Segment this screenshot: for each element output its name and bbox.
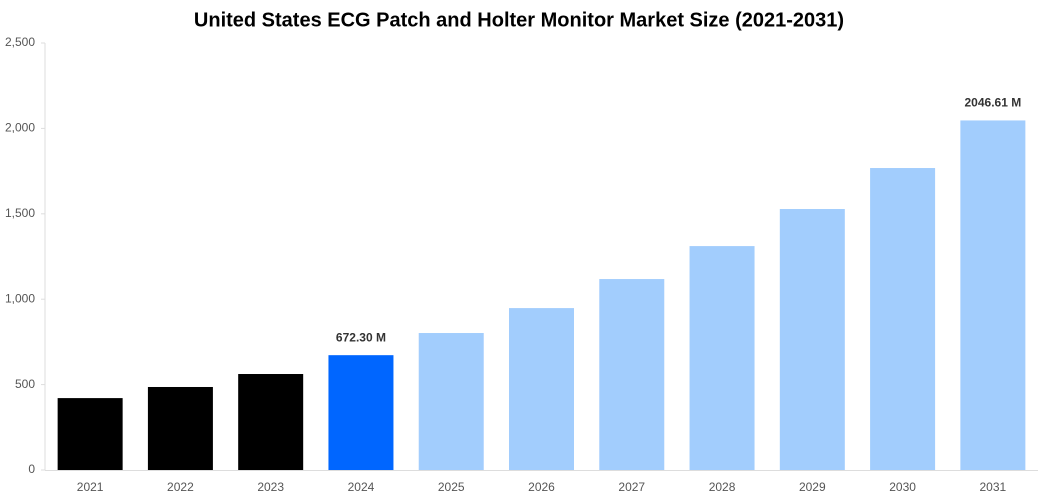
x-tick-label: 2023 — [257, 480, 284, 494]
bar — [779, 209, 845, 471]
x-tick-label: 2026 — [528, 480, 555, 494]
x-tick-label: 2027 — [618, 480, 645, 494]
bar — [960, 120, 1026, 470]
y-tick-label: 0 — [28, 462, 35, 476]
bar — [418, 333, 484, 470]
x-tick-label: 2022 — [167, 480, 194, 494]
x-tick-label: 2025 — [438, 480, 465, 494]
x-tick-label: 2028 — [709, 480, 736, 494]
bar — [328, 355, 394, 470]
bar — [147, 386, 213, 470]
bar — [238, 374, 304, 470]
bar — [509, 308, 574, 470]
bar — [57, 398, 123, 470]
bar — [599, 279, 665, 470]
x-tick-label: 2024 — [348, 480, 375, 494]
value-label: 2046.61 M — [965, 96, 1022, 110]
value-label: 672.30 M — [336, 330, 386, 344]
y-tick-label: 1,000 — [5, 291, 35, 305]
x-tick-label: 2021 — [77, 480, 104, 494]
chart-title: United States ECG Patch and Holter Monit… — [194, 9, 844, 31]
bar — [689, 246, 755, 470]
y-tick-label: 500 — [15, 377, 35, 391]
x-tick-label: 2031 — [980, 480, 1007, 494]
y-tick-label: 1,500 — [5, 206, 35, 220]
x-tick-label: 2029 — [799, 480, 826, 494]
x-tick-label: 2030 — [889, 480, 916, 494]
bar — [870, 168, 936, 470]
y-tick-label: 2,000 — [5, 121, 35, 135]
y-tick-label: 2,500 — [5, 35, 35, 49]
